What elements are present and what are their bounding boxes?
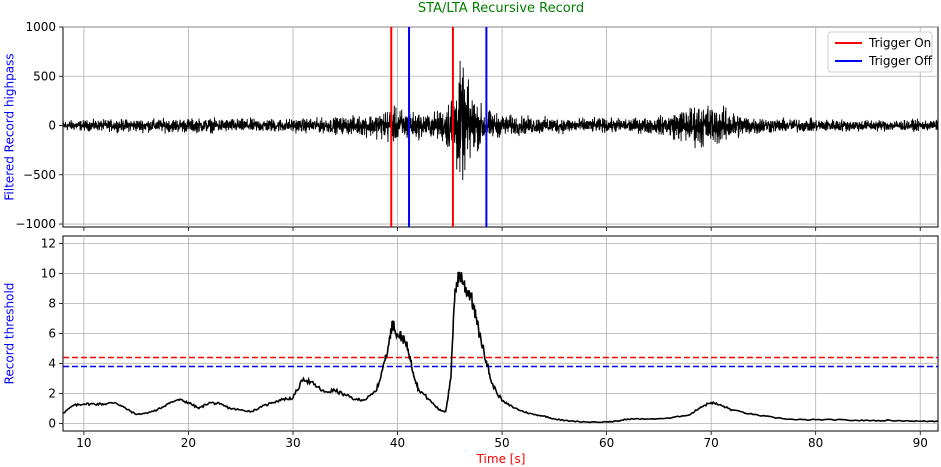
x-tick-label: 30	[285, 436, 300, 450]
y-tick-label: 4	[48, 357, 56, 371]
y-tick-label: 1000	[25, 20, 56, 34]
y-tick-label: 10	[41, 267, 56, 281]
record-threshold-panel: 10 20 30 40 50 60 70 80 90 0 2 4 6 8 10 12 Record thres…	[3, 235, 939, 466]
x-tick-label: 90	[913, 436, 928, 450]
filtered-record-ticks: −1000 −500 0 500 1000	[15, 20, 921, 231]
y-tick-label: 8	[48, 297, 56, 311]
x-tick-label: 80	[808, 436, 823, 450]
legend-label-trigger-off: Trigger Off	[868, 54, 933, 68]
time-xlabel: Time [s]	[476, 452, 526, 466]
x-tick-label: 40	[390, 436, 405, 450]
x-tick-label: 50	[494, 436, 509, 450]
x-tick-label: 10	[76, 436, 91, 450]
y-tick-label: −1000	[15, 217, 56, 231]
y-tick-label: 0	[48, 119, 56, 133]
filtered-record-ylabel: Filtered Record highpass	[3, 53, 17, 200]
legend: Trigger On Trigger Off	[827, 31, 933, 73]
y-tick-label: 0	[48, 417, 56, 431]
y-tick-label: 500	[33, 69, 56, 83]
x-tick-label: 60	[599, 436, 614, 450]
filtered-record-panel: −1000 −500 0 500 1000 Trigger On Trigger Off…	[3, 20, 939, 231]
x-tick-label: 70	[704, 436, 719, 450]
legend-label-trigger-on: Trigger On	[868, 36, 931, 50]
filtered-record-trace	[62, 60, 939, 180]
y-tick-label: 6	[48, 327, 56, 341]
chart-title: STA/LTA Recursive Record	[418, 1, 584, 16]
y-tick-label: 2	[48, 387, 56, 401]
record-threshold-grid	[63, 236, 938, 431]
trigger-lines	[390, 27, 488, 227]
sta-lta-ratio-line	[62, 271, 939, 424]
threshold-lines	[63, 356, 938, 368]
record-threshold-ylabel: Record threshold	[3, 283, 17, 385]
record-threshold-ticks: 10 20 30 40 50 60 70 80 90 0 2 4 6 8 10 12	[41, 237, 928, 451]
y-tick-label: 12	[41, 237, 56, 251]
y-tick-label: −500	[23, 168, 56, 182]
x-tick-label: 20	[181, 436, 196, 450]
